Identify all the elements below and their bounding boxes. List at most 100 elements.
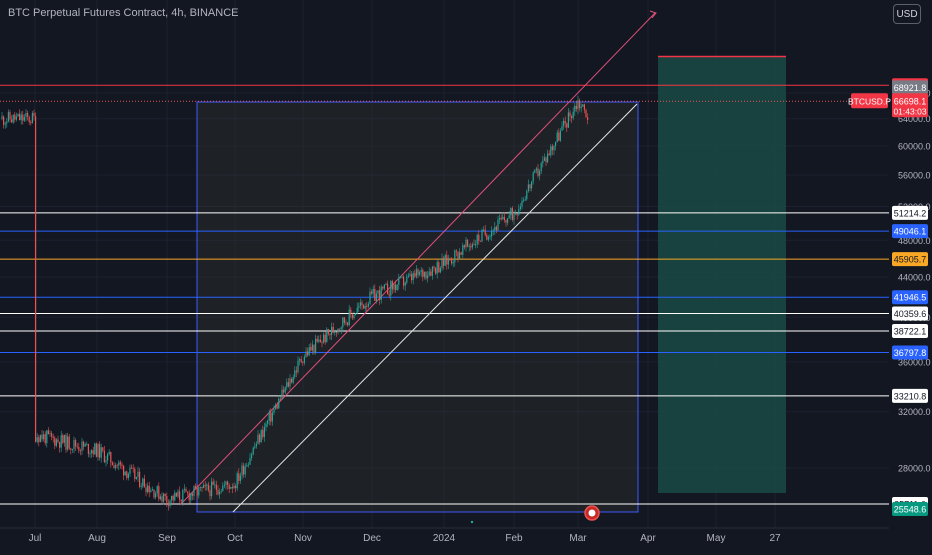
candle <box>436 260 438 279</box>
candle-body <box>35 116 37 442</box>
candle <box>577 95 579 115</box>
candle-body <box>230 487 232 489</box>
candle <box>355 313 357 316</box>
candle-body <box>276 404 278 409</box>
candle-body <box>502 216 504 219</box>
candle <box>406 273 408 285</box>
candle-body <box>398 277 400 285</box>
candle-body <box>115 465 117 469</box>
candle <box>55 437 57 448</box>
candle <box>28 115 30 125</box>
time-tick-label: Oct <box>227 533 243 544</box>
candle-body <box>561 126 563 131</box>
candle-body <box>180 499 182 502</box>
candle-body <box>407 275 409 277</box>
candle-body <box>532 172 534 182</box>
candle-body <box>497 219 499 231</box>
candle-body <box>334 331 336 333</box>
candle-body <box>462 245 464 255</box>
candle-body <box>423 271 425 277</box>
candle-body <box>247 464 249 466</box>
candles <box>1 95 589 511</box>
time-axis: Jul Aug Sep Oct Nov Dec 2024 Feb Mar Apr May 27 <box>0 527 889 550</box>
candle <box>329 333 331 340</box>
candle <box>537 164 539 178</box>
candle-body <box>233 485 235 489</box>
candle <box>295 366 297 378</box>
candle <box>233 482 235 489</box>
candle <box>41 429 43 442</box>
candle-body <box>132 468 134 469</box>
candle-body <box>291 378 293 383</box>
candle-body <box>459 252 461 260</box>
candle <box>134 466 136 482</box>
target-zone <box>658 56 786 493</box>
candle <box>572 107 574 121</box>
level-badge: 51214.2 <box>892 205 928 220</box>
candle <box>478 230 480 245</box>
candle-body <box>382 286 384 289</box>
candle <box>446 250 448 270</box>
candle <box>78 442 80 454</box>
candle-body <box>537 168 539 176</box>
candle <box>191 492 193 501</box>
candle <box>291 377 293 384</box>
candle <box>6 117 8 128</box>
candle <box>524 195 526 201</box>
candle <box>460 251 462 255</box>
candle-body <box>239 475 241 481</box>
candle-body <box>316 338 318 342</box>
candle-body <box>329 333 331 335</box>
candle-body <box>332 326 334 333</box>
candle <box>505 219 507 227</box>
candle <box>332 322 334 334</box>
candle-body <box>439 268 441 273</box>
candle <box>326 327 328 343</box>
candle-body <box>324 334 326 343</box>
candle <box>457 251 459 263</box>
level-badge: 40359.6 <box>892 306 928 321</box>
date-price-range-box <box>196 101 639 513</box>
candle <box>521 196 523 210</box>
candle-body <box>545 157 547 163</box>
candle <box>206 483 208 491</box>
candle-body <box>337 328 339 333</box>
candle <box>439 266 441 274</box>
candle <box>59 441 61 453</box>
candle-body <box>455 250 457 252</box>
candle-body <box>452 262 454 264</box>
candle <box>275 402 277 410</box>
candle <box>555 141 557 151</box>
candle <box>516 213 518 220</box>
candle-body <box>204 484 206 486</box>
candle-body <box>435 268 437 274</box>
currency-button[interactable]: USD <box>893 4 921 24</box>
candle-body <box>95 443 97 457</box>
candle-body <box>107 454 109 461</box>
candle-body <box>566 123 568 128</box>
candle-body <box>311 344 313 351</box>
candle <box>497 215 499 231</box>
candle-body <box>355 313 357 316</box>
candle <box>19 109 21 121</box>
candle-body <box>295 370 297 373</box>
candle-body <box>539 171 541 176</box>
candle-body <box>529 184 531 189</box>
candle-body <box>294 370 296 377</box>
candle <box>433 265 435 272</box>
candle <box>529 183 531 192</box>
candle-body <box>318 339 320 342</box>
candle-body <box>81 441 83 451</box>
candle-body <box>494 226 496 230</box>
candle <box>348 304 350 327</box>
candle-body <box>580 106 582 109</box>
candle-body <box>255 443 257 447</box>
candle <box>89 450 91 458</box>
candle <box>292 374 294 385</box>
candle <box>135 476 137 480</box>
candle <box>361 300 363 310</box>
candle <box>230 486 232 489</box>
candle <box>46 429 48 448</box>
candle <box>283 386 285 398</box>
